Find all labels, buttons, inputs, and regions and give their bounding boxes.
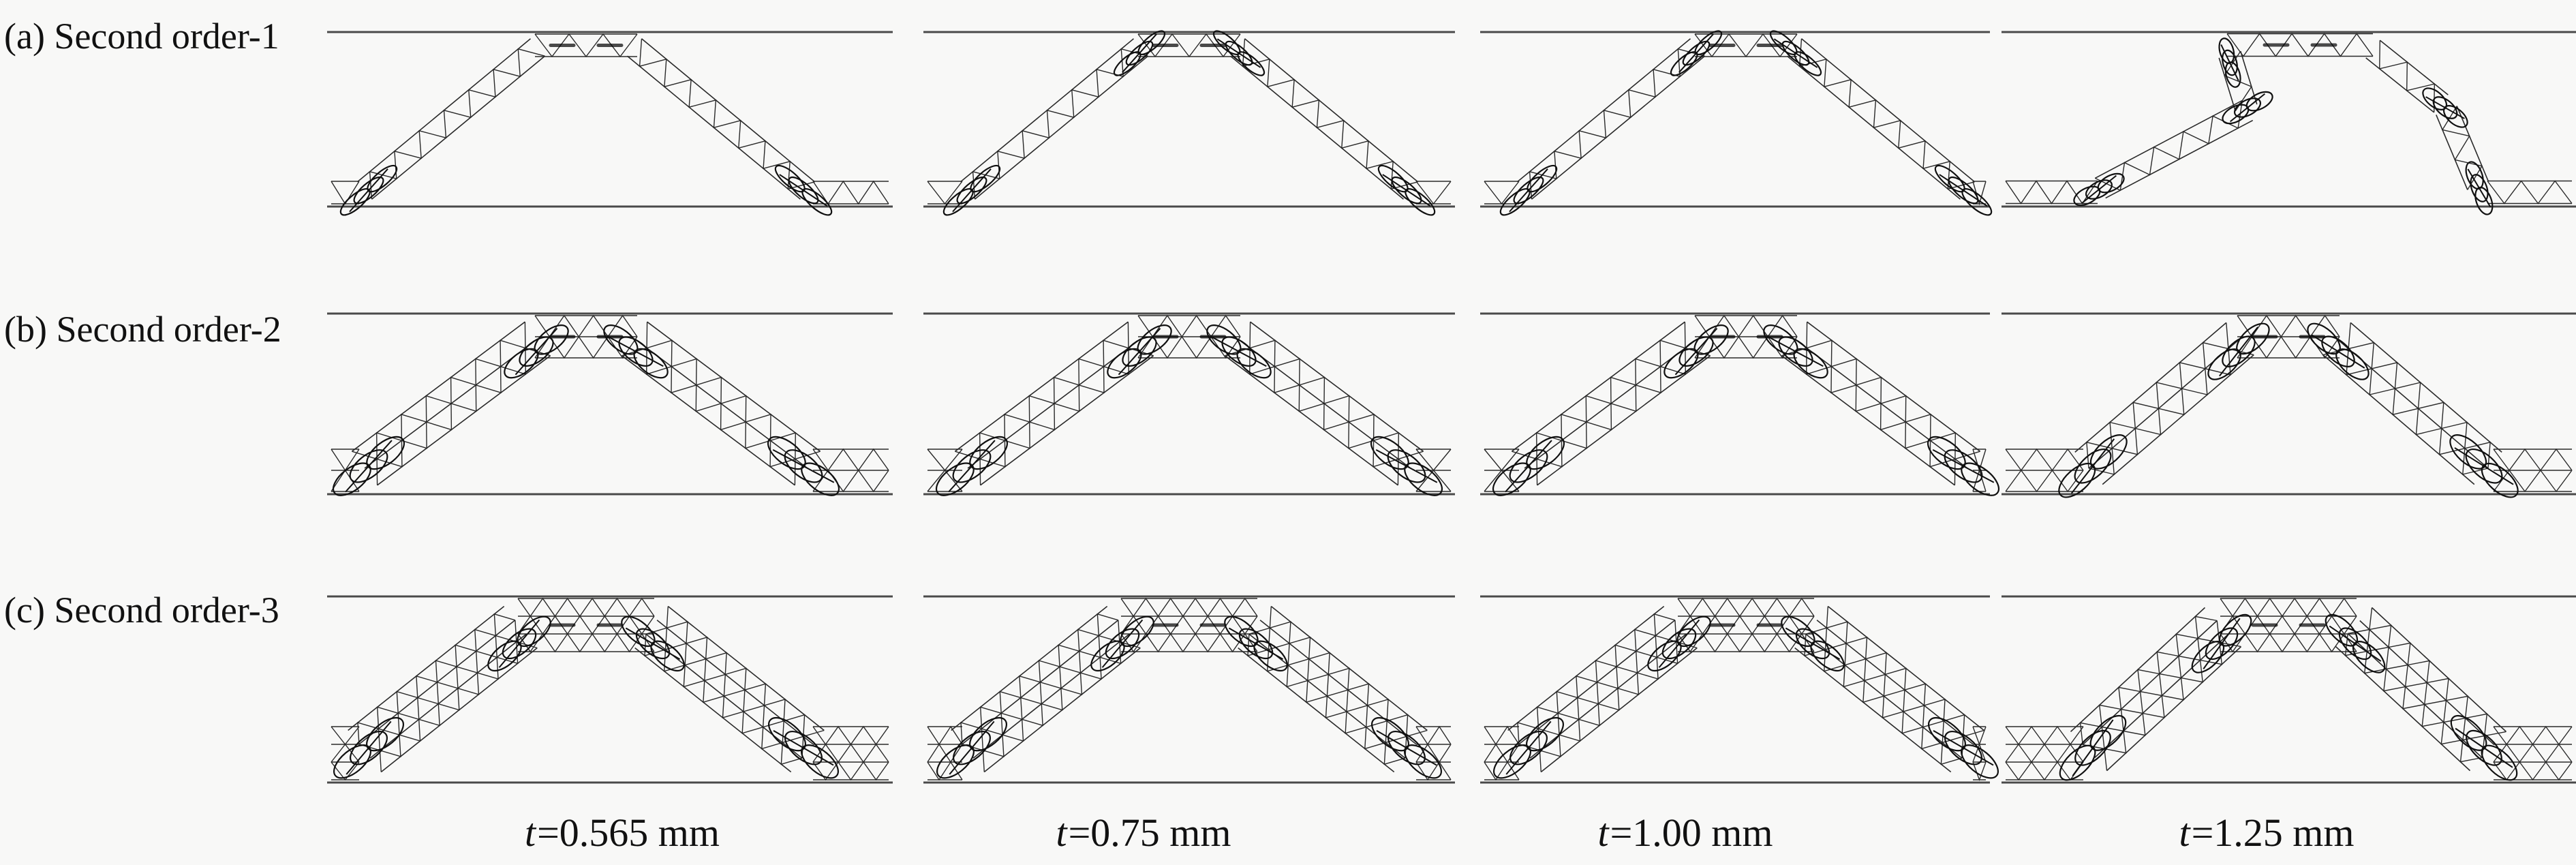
caption-value: =1.00 mm (1610, 810, 1773, 855)
hinge-coil (2449, 434, 2519, 498)
row-label-c: (c) Second order-3 (4, 590, 279, 631)
panel-a2 (923, 30, 1455, 216)
hinge-coil (2059, 714, 2127, 781)
panel-a4 (2002, 31, 2576, 215)
hinge-coil (339, 164, 398, 216)
caption-value: =1.25 mm (2191, 810, 2355, 855)
panel-c1 (327, 595, 893, 784)
hinge-coil (1212, 30, 1266, 76)
hinge-coil (768, 716, 839, 779)
caption-variable: t (1056, 810, 1067, 855)
hinge-coil (487, 616, 551, 672)
panel-b3 (1480, 312, 2000, 496)
hinge-coil (1763, 324, 1828, 379)
hinge-coil (2058, 434, 2128, 498)
hinge-coil (2222, 91, 2273, 125)
hinge-coil (1113, 30, 1166, 76)
row-label-b: (b) Second order-2 (4, 309, 281, 350)
hinge-coil (1090, 616, 1154, 672)
hinge-coil (2207, 322, 2270, 380)
row-c (327, 595, 2576, 784)
panel-a1 (327, 31, 893, 216)
hinge-coil (2218, 37, 2241, 88)
hinge-coil (621, 616, 685, 672)
row-b (327, 312, 2576, 498)
panel-b4 (2002, 312, 2576, 498)
row-a (327, 30, 2576, 216)
hinge-coil (1493, 716, 1564, 779)
hinge-coil (1371, 716, 1442, 779)
row-label-a: (a) Second order-1 (4, 16, 279, 57)
hinge-coil (1206, 324, 1272, 379)
hinge-coil (1663, 324, 1729, 379)
caption-col2: t=0.75 mm (1056, 810, 1231, 855)
hinge-coil (1927, 436, 2000, 496)
hinge-coil (1224, 616, 1288, 672)
hinge-coil (603, 324, 669, 379)
caption-col4: t=1.25 mm (2179, 810, 2354, 855)
hinge-coil (942, 164, 1001, 216)
panel-c4 (2002, 595, 2576, 784)
panel-c3 (1480, 595, 1999, 784)
hinge-coil (2307, 322, 2370, 380)
hinge-coil (1377, 164, 1436, 216)
hinge-coil (1492, 436, 1565, 496)
hinge-coil (1769, 30, 1822, 76)
hinge-coil (1670, 30, 1723, 76)
hinge-coil (2325, 613, 2386, 673)
hinge-coil (935, 436, 1009, 496)
caption-variable: t (524, 810, 536, 855)
panel-c2 (923, 595, 1455, 784)
caption-col1: t=0.565 mm (525, 810, 720, 855)
hinge-coil (2191, 613, 2252, 673)
hinge-coil (332, 436, 405, 496)
hinge-coil (774, 164, 833, 216)
hinge-coil (2422, 87, 2468, 128)
panel-a3 (1480, 30, 1993, 216)
hinge-coil (1934, 164, 1993, 216)
hinge-coil (1370, 436, 1443, 496)
caption-value: =0.565 mm (537, 810, 720, 855)
hinge-coil (767, 436, 840, 496)
caption-col3: t=1.00 mm (1597, 810, 1773, 855)
hinge-coil (504, 324, 569, 379)
hinge-coil (2073, 172, 2125, 207)
hinge-coil (333, 716, 404, 779)
hinge-coil (1647, 616, 1711, 672)
hinge-coil (1107, 324, 1172, 379)
hinge-coil (2465, 161, 2494, 215)
caption-variable: t (1597, 810, 1609, 855)
panel-b1 (327, 312, 893, 496)
caption-variable: t (2179, 810, 2190, 855)
hinge-coil (1499, 164, 1558, 216)
hinge-coil (2450, 714, 2518, 781)
hinge-coil (1928, 716, 1999, 779)
panel-b2 (923, 312, 1455, 496)
hinge-coil (1781, 616, 1845, 672)
caption-value: =0.75 mm (1068, 810, 1231, 855)
hinge-coil (936, 716, 1007, 779)
